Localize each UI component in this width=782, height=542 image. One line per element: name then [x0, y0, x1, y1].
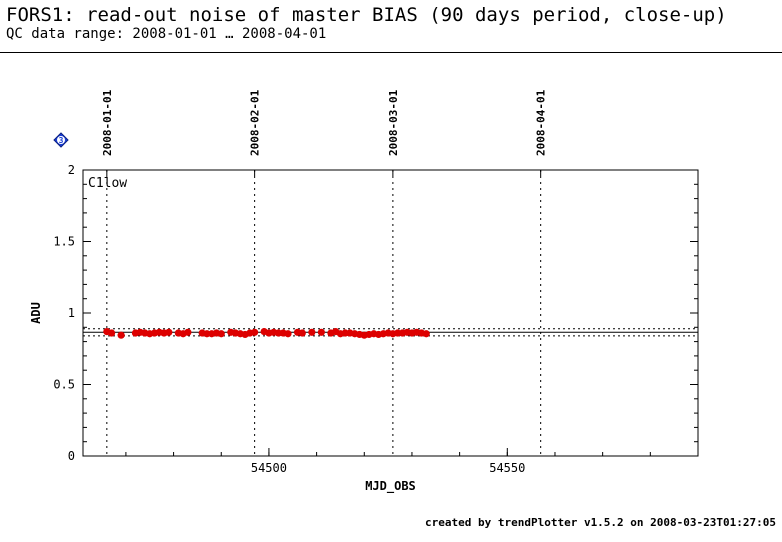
page-title: FORS1: read-out noise of master BIAS (90… — [6, 4, 727, 26]
data-point — [422, 330, 430, 338]
title-block: FORS1: read-out noise of master BIAS (90… — [6, 4, 782, 43]
data-point — [165, 328, 173, 336]
diamond-marker-icon[interactable]: 3 — [53, 132, 69, 148]
y-axis-label: ADU — [29, 302, 43, 324]
axis-ticks: 0 0.5 1 1.5 2 54500 54550 — [53, 163, 699, 475]
page-subtitle: QC data range: 2008-01-01 … 2008-04-01 — [6, 26, 327, 42]
data-point — [117, 331, 125, 339]
footer-credit: created by trendPlotter v1.5.2 on 2008-0… — [425, 516, 776, 529]
data-point — [251, 328, 259, 336]
marker-label: 3 — [59, 136, 64, 145]
date-marker-label: 2008-03-01 — [387, 89, 400, 156]
x-axis-label: MJD_OBS — [365, 479, 416, 494]
data-point — [108, 329, 116, 337]
title-divider — [0, 52, 782, 53]
data-point — [284, 330, 292, 338]
y-tick-label: 1.5 — [53, 235, 75, 249]
data-point — [184, 328, 192, 336]
data-point — [308, 328, 316, 336]
y-tick-label: 0.5 — [53, 378, 75, 392]
date-marker-label: 2008-04-01 — [535, 89, 548, 156]
plot-frame — [82, 169, 699, 457]
y-tick-label: 0 — [68, 449, 75, 463]
data-points — [103, 327, 430, 339]
data-point — [217, 330, 225, 338]
x-tick-label: 54500 — [251, 461, 287, 475]
x-tick-label: 54550 — [489, 461, 525, 475]
date-marker-lines: 2008-01-01 2008-02-01 2008-03-01 2008-04-01 — [101, 89, 548, 456]
y-tick-label: 1 — [68, 306, 75, 320]
y-tick-label: 2 — [68, 163, 75, 177]
date-marker-label: 2008-01-01 — [101, 89, 114, 156]
panel-label: C1low — [88, 176, 127, 191]
data-point — [298, 329, 306, 337]
date-marker-label: 2008-02-01 — [249, 89, 262, 156]
data-point — [317, 328, 325, 336]
